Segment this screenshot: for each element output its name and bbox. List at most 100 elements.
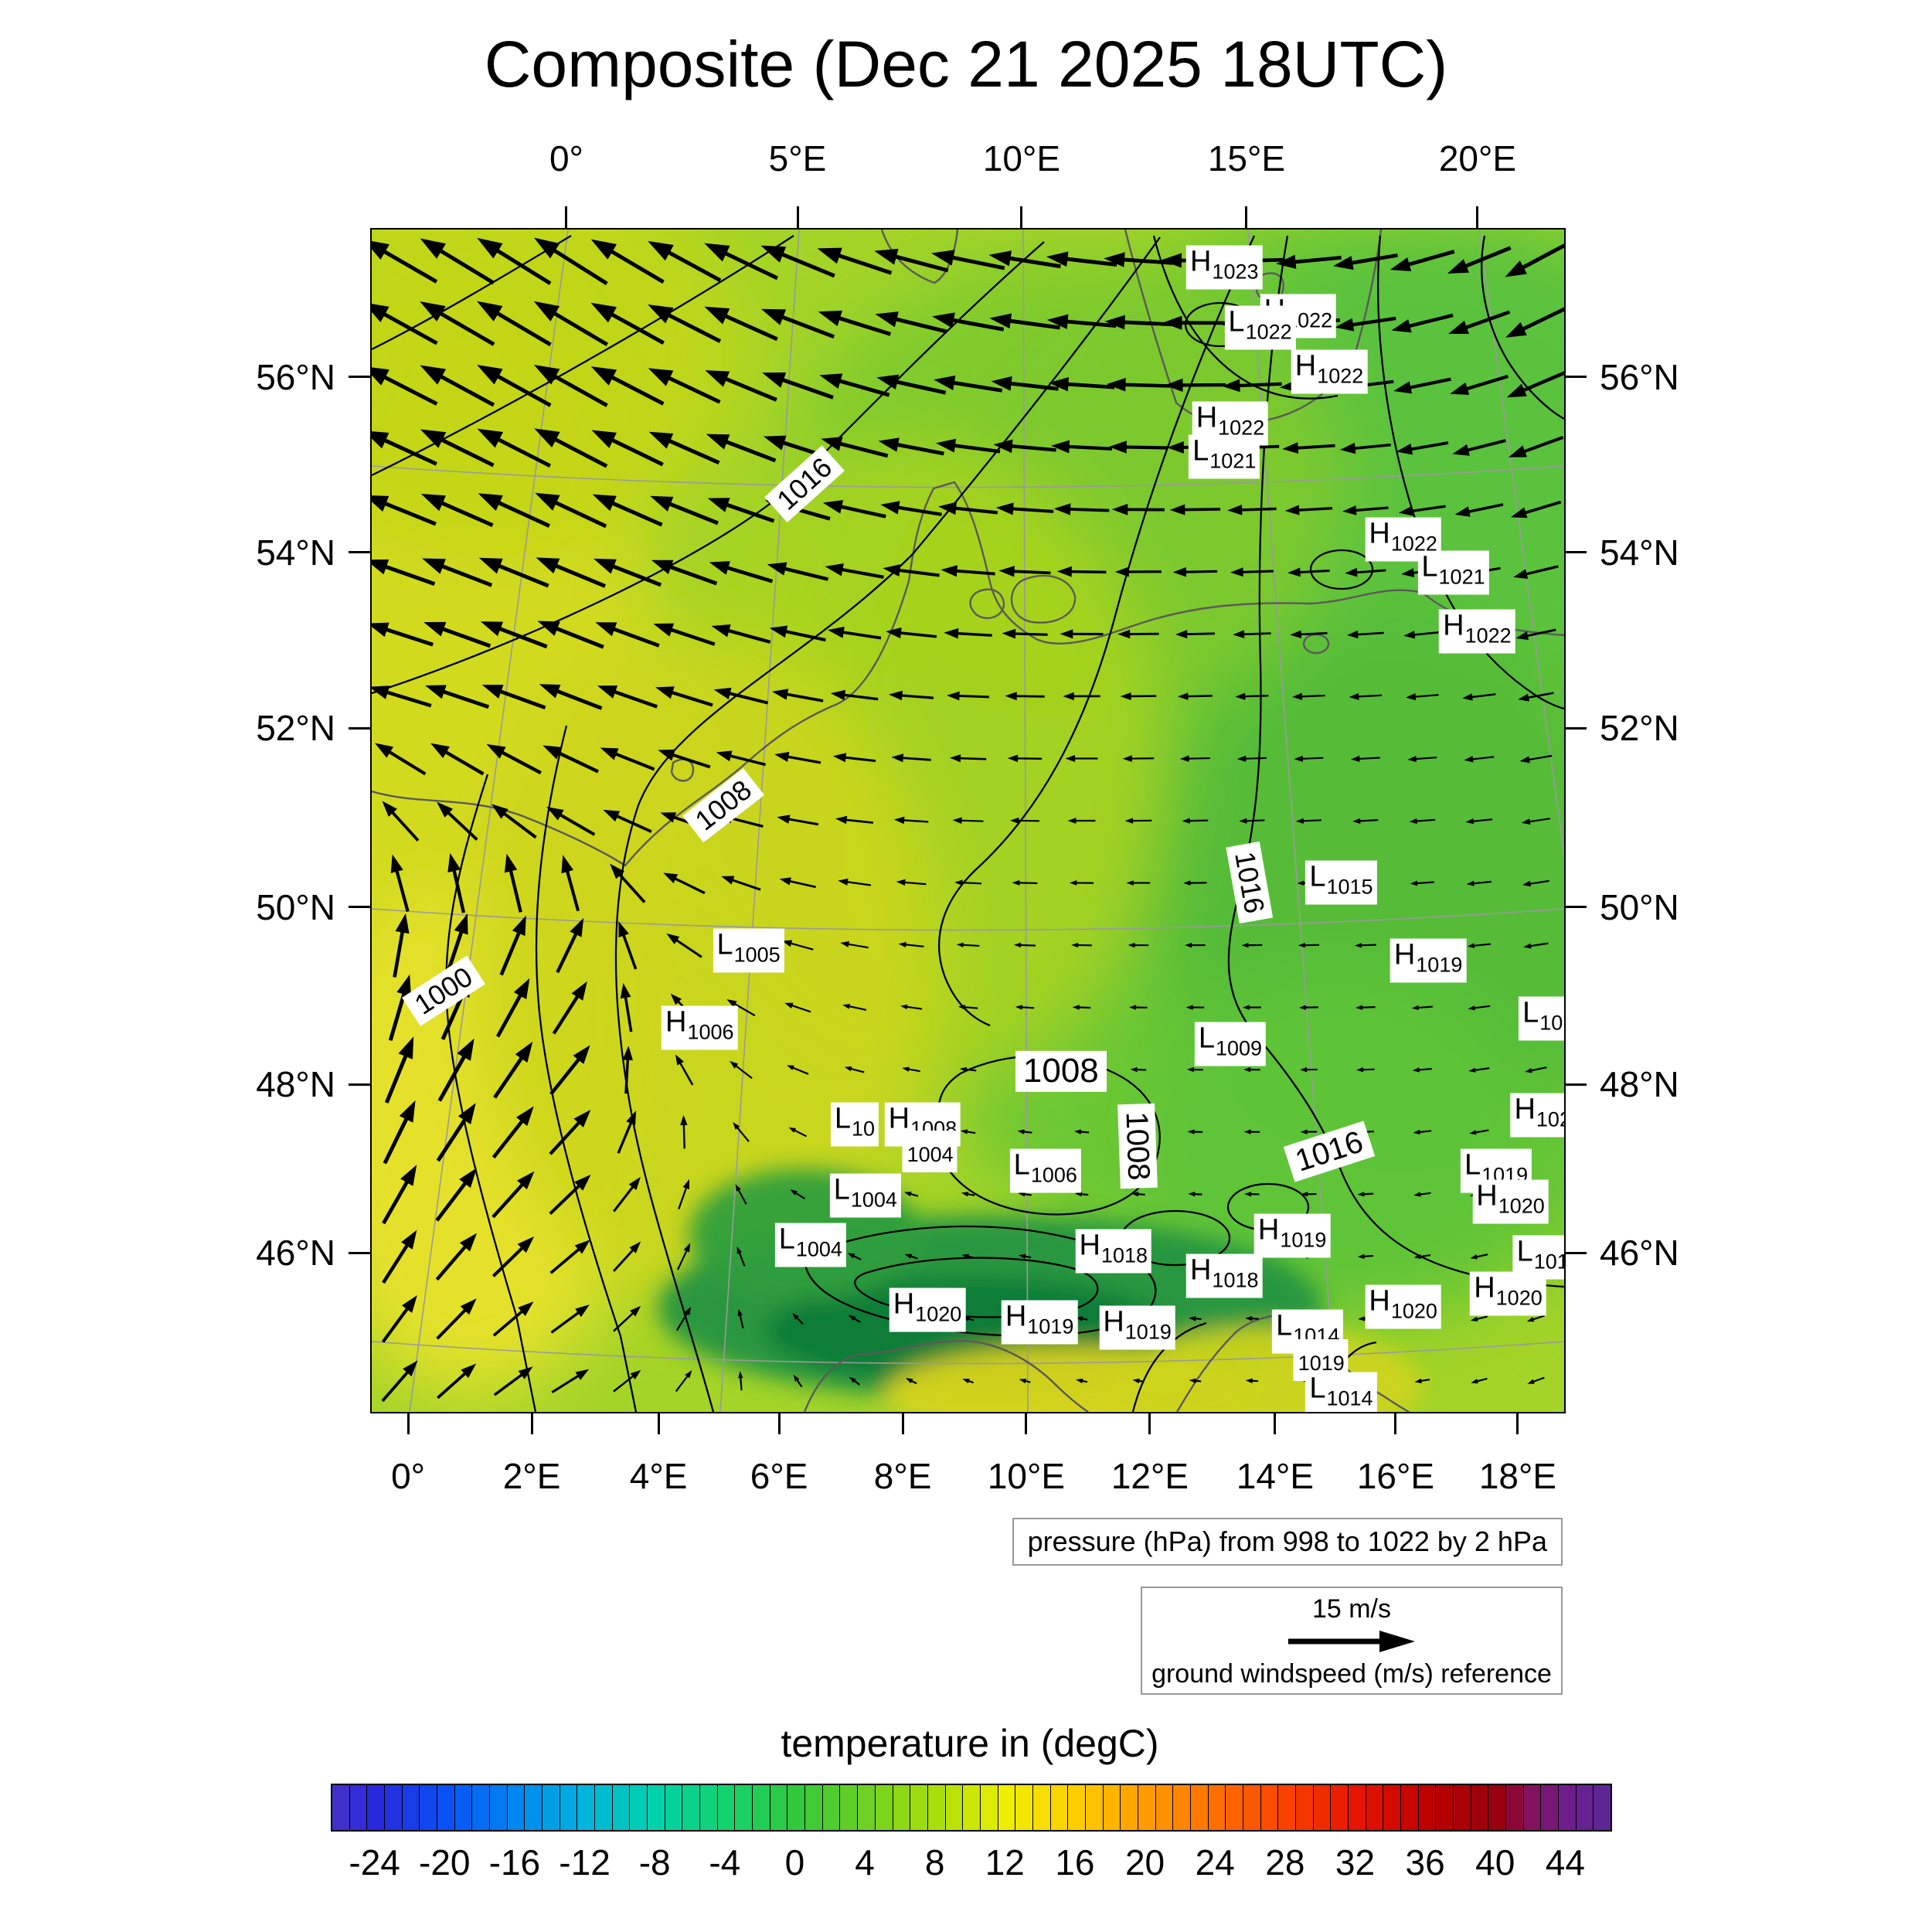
axis-label-right: 48°N: [1600, 1064, 1679, 1105]
colorbar-segment: [1331, 1785, 1349, 1830]
axis-label-top: 20°E: [1438, 138, 1517, 179]
wind-arrow: [435, 1168, 478, 1222]
colorbar-segment: [998, 1785, 1016, 1830]
axis-label-left: 52°N: [256, 708, 335, 749]
wind-arrow-head: [372, 622, 389, 638]
wind-arrow: [533, 364, 608, 407]
wind-arrow-head: [1505, 321, 1527, 338]
pressure-marker: H1018: [1075, 1229, 1151, 1274]
colorbar-segment: [1278, 1785, 1296, 1830]
colorbar-segment: [945, 1785, 964, 1830]
axis-label-right: 54°N: [1600, 532, 1679, 573]
wind-arrow: [539, 684, 603, 710]
wind-arrow-head: [898, 941, 906, 947]
axis-tick-right: [1565, 1251, 1587, 1254]
pressure-marker: H1022: [1439, 609, 1515, 654]
axis-label-left: 46°N: [256, 1233, 335, 1274]
wind-arrow: [1104, 252, 1173, 267]
wind-arrow-head: [993, 439, 1013, 454]
colorbar-tick-label: 36: [1405, 1842, 1445, 1883]
pressure-contour: [535, 725, 638, 1412]
wind-arrow: [904, 1253, 918, 1260]
axis-label-right: 50°N: [1600, 886, 1679, 927]
axis-label-left: 54°N: [256, 532, 335, 573]
pressure-contour: [1120, 1209, 1231, 1267]
colorbar-segment: [805, 1785, 823, 1830]
wind-arrow-head: [1074, 1192, 1083, 1197]
wind-arrow-head: [539, 684, 561, 699]
wind-arrow-head: [518, 1301, 534, 1317]
wind-arrow-head: [1222, 379, 1240, 393]
wind-arrow: [898, 941, 924, 947]
coastline: [1010, 574, 1077, 624]
wind-arrow: [675, 1306, 692, 1332]
colorbar-segment: [490, 1785, 508, 1830]
axis-tick-top: [1245, 206, 1248, 228]
colorbar-segment: [349, 1785, 368, 1830]
wind-arrow: [736, 1246, 746, 1267]
wind-arrow-head: [603, 809, 621, 822]
wind-arrow: [1245, 1316, 1259, 1321]
wind-arrow-head: [733, 1122, 740, 1130]
wind-arrow: [492, 1301, 534, 1337]
wind-arrow: [1525, 1066, 1547, 1073]
wind-arrow: [935, 438, 1001, 454]
wind-arrow-head: [517, 1236, 535, 1253]
colorbar-tick-label: 8: [924, 1842, 945, 1883]
wind-arrow: [1060, 629, 1104, 639]
wind-arrow-head: [1104, 315, 1125, 330]
pressure-marker: H1020: [889, 1287, 966, 1332]
axis-label-bottom: 14°E: [1236, 1456, 1315, 1496]
wind-arrow-head: [537, 621, 560, 636]
contour-label: 1016: [764, 445, 845, 522]
wind-arrow-head: [1162, 315, 1182, 330]
wind-arrow: [1069, 880, 1094, 886]
colorbar-segment: [840, 1785, 859, 1830]
wind-arrow: [880, 501, 942, 516]
axis-label-right: 56°N: [1600, 356, 1679, 397]
wind-arrow-head: [685, 1369, 692, 1379]
pressure-marker-value: 1022: [1245, 320, 1292, 344]
wind-arrow-head: [1051, 440, 1070, 454]
wind-arrow-head: [1239, 818, 1247, 824]
coastline: [803, 1339, 1089, 1412]
wind-arrow: [774, 751, 821, 764]
pressure-marker-letter: L: [716, 928, 733, 961]
wind-arrow-head: [1354, 943, 1362, 948]
colorbar-segment: [1155, 1785, 1174, 1830]
wind-arrow: [1522, 879, 1549, 887]
wind-arrow: [478, 493, 550, 528]
wind-arrow-head: [1046, 251, 1069, 267]
wind-arrow-head: [954, 879, 963, 886]
colorbar-tick-label: 28: [1265, 1842, 1305, 1883]
axis-label-top: 5°E: [768, 138, 827, 179]
wind-arrow-head: [622, 1046, 633, 1061]
colorbar-segment: [717, 1785, 736, 1830]
wind-arrow-head: [1284, 505, 1300, 515]
coastline: [372, 481, 1564, 867]
wind-arrow-head: [571, 981, 587, 1001]
pressure-marker-letter: L: [1309, 1372, 1326, 1405]
wind-arrow: [1179, 755, 1211, 762]
wind-arrow-head: [1175, 630, 1188, 639]
colorbar-segment: [402, 1785, 420, 1830]
wind-arrow-head: [1290, 630, 1301, 639]
wind-arrow-head: [401, 1230, 417, 1250]
wind-arrow-head: [1188, 1191, 1196, 1197]
wind-arrow-head: [878, 437, 900, 452]
wind-arrow: [651, 560, 718, 586]
wind-arrow: [1182, 818, 1209, 824]
wind-arrow: [903, 1192, 919, 1197]
wind-arrow-head: [1167, 441, 1184, 454]
wind-arrow-head: [1300, 1066, 1308, 1073]
wind-arrow-head: [597, 685, 618, 699]
colorbar-tick-label: 12: [985, 1842, 1025, 1883]
axis-tick-bottom: [1274, 1413, 1277, 1434]
colorbar-tick-label: -24: [349, 1842, 400, 1883]
wind-arrow-head: [1350, 755, 1360, 762]
wind-arrow-head: [1357, 1192, 1365, 1197]
wind-arrow: [1053, 503, 1110, 515]
wind-arrow: [372, 559, 436, 587]
wind-arrow-head: [575, 1369, 590, 1380]
wind-arrow: [1185, 1005, 1205, 1010]
